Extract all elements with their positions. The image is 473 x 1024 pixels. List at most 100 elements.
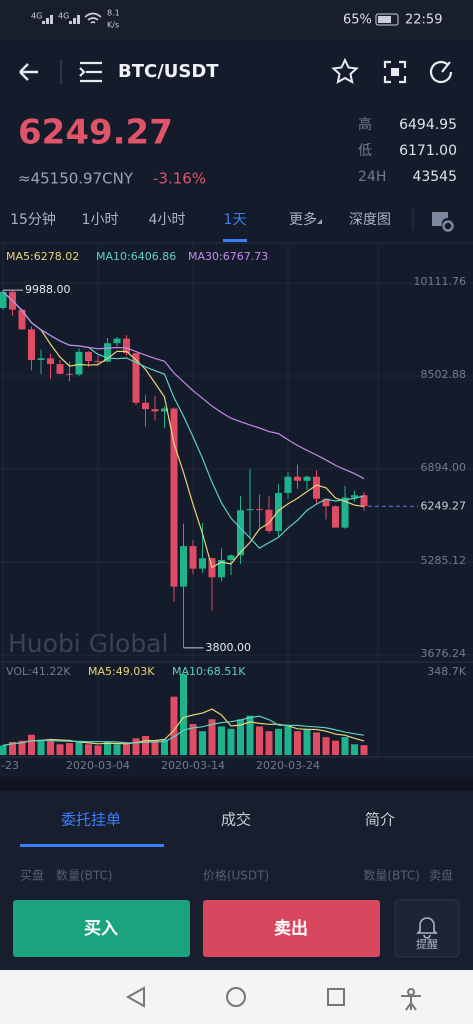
order-tab[interactable]: 成交 bbox=[221, 811, 251, 829]
candle-body bbox=[18, 309, 26, 330]
order-tab[interactable]: 委托挂单 bbox=[61, 811, 121, 829]
volume-bar bbox=[360, 745, 368, 755]
pair-title: BTC/USDT bbox=[118, 61, 219, 82]
candle-body bbox=[161, 408, 168, 412]
book-header: 卖盘 bbox=[429, 868, 453, 883]
ma-legend: MA30:6767.73 bbox=[188, 250, 268, 263]
settings-gear bbox=[442, 220, 454, 232]
order-tab[interactable]: 简介 bbox=[365, 811, 395, 829]
ma-legend: MA10:6406.86 bbox=[96, 250, 176, 263]
volume-bar bbox=[275, 728, 282, 755]
speed: 8.1 bbox=[107, 9, 120, 18]
last-price-label: 6249.27 bbox=[421, 499, 467, 512]
volume-ma-legend: MA10:68.51K bbox=[172, 665, 246, 678]
volume-bar bbox=[132, 738, 140, 755]
interval-tab[interactable]: 深度图 bbox=[349, 212, 391, 228]
candle-body bbox=[351, 495, 358, 498]
buy-label: 买入 bbox=[84, 919, 118, 939]
volume-bar bbox=[66, 743, 73, 755]
volume-bar bbox=[284, 726, 292, 755]
scan-dot bbox=[391, 68, 399, 76]
candle-body bbox=[47, 358, 54, 365]
interval-tab[interactable]: 1小时 bbox=[82, 212, 119, 228]
share-button[interactable] bbox=[429, 60, 453, 84]
nav-recent[interactable] bbox=[327, 988, 345, 1006]
volume-bar bbox=[256, 726, 263, 755]
volume-bar bbox=[199, 731, 206, 755]
x-tick-label: 2020-03-14 bbox=[161, 759, 225, 772]
battery-level: 65% bbox=[343, 13, 372, 28]
volume-bar bbox=[303, 728, 311, 755]
volume-bar bbox=[28, 734, 35, 755]
change-percent: -3.16% bbox=[153, 170, 206, 188]
volume-bar bbox=[56, 744, 64, 755]
ma-legend: MA5:6278.02 bbox=[6, 250, 79, 263]
volume-bar bbox=[351, 744, 358, 755]
back-button[interactable] bbox=[19, 63, 38, 81]
menu-button[interactable] bbox=[79, 61, 102, 83]
volume-bar bbox=[189, 724, 197, 755]
sell-button[interactable] bbox=[203, 900, 380, 957]
book-header: 数量(BTC) bbox=[56, 868, 113, 883]
volume-bar bbox=[313, 732, 320, 755]
volume-bar bbox=[47, 740, 54, 755]
scan-button[interactable] bbox=[383, 60, 407, 84]
candle-body bbox=[275, 492, 282, 532]
volume-bar bbox=[37, 739, 45, 755]
tab-underline bbox=[223, 239, 247, 242]
alert-button[interactable] bbox=[394, 899, 460, 958]
x-tick-label: 2020-03-24 bbox=[256, 759, 320, 772]
volume-ma-line bbox=[2, 708, 365, 747]
nav-bar bbox=[0, 970, 473, 1024]
interval-tab[interactable]: 1天 bbox=[224, 212, 247, 228]
y-tick-label: 8502.88 bbox=[421, 368, 467, 381]
candle-body bbox=[132, 353, 140, 403]
volume-ma-line bbox=[2, 715, 365, 747]
section-gap bbox=[0, 777, 473, 791]
volume-bar bbox=[341, 737, 349, 755]
volume-bar bbox=[18, 740, 26, 755]
x-tick-label: 2020-03-04 bbox=[66, 759, 130, 772]
candle-body bbox=[294, 476, 301, 481]
candle-body bbox=[227, 555, 235, 560]
nav-home[interactable] bbox=[226, 987, 246, 1007]
interval-tab[interactable]: 更多 bbox=[289, 211, 317, 228]
settings-icon[interactable] bbox=[432, 212, 448, 226]
candle-body bbox=[85, 351, 92, 362]
interval-tab[interactable]: 4小时 bbox=[149, 212, 186, 228]
candle-body bbox=[341, 497, 349, 528]
speed-unit: K/s bbox=[107, 21, 119, 30]
candle-body bbox=[0, 291, 7, 308]
watermark: Huobi Global bbox=[8, 629, 168, 658]
nav-accessibility[interactable] bbox=[401, 988, 421, 1011]
volume-bar bbox=[161, 739, 168, 755]
low-value: 6171.00 bbox=[399, 143, 457, 159]
book-header: 数量(BTC) bbox=[363, 868, 420, 883]
candle-body bbox=[123, 338, 130, 354]
candle-body bbox=[332, 506, 339, 528]
volume-title: VOL:41.22K bbox=[6, 665, 71, 678]
volume-ma-legend: MA5:49.03K bbox=[88, 665, 155, 678]
volume-bar bbox=[227, 728, 235, 755]
high-value: 6494.95 bbox=[399, 117, 457, 133]
volume-bar bbox=[332, 740, 339, 755]
candle-body bbox=[246, 509, 254, 511]
volume-bar bbox=[265, 731, 273, 755]
volume-bar bbox=[104, 741, 111, 755]
interval-tab[interactable]: 15分钟 bbox=[10, 211, 56, 228]
nav-back[interactable] bbox=[125, 986, 145, 1008]
candle-body bbox=[151, 409, 159, 412]
cny-price: ≈45150.97CNY bbox=[18, 170, 134, 188]
volume-bar bbox=[113, 744, 121, 755]
candle-body bbox=[28, 329, 35, 360]
candle-body bbox=[218, 559, 225, 578]
candle-body bbox=[303, 476, 311, 481]
candle-body bbox=[237, 510, 244, 556]
candle-body bbox=[322, 498, 330, 507]
candle-body bbox=[113, 338, 121, 344]
volume-bar bbox=[94, 745, 102, 755]
y-tick-label: 10111.76 bbox=[414, 275, 467, 288]
buy-button[interactable] bbox=[13, 900, 190, 957]
favorite-button[interactable] bbox=[331, 57, 359, 84]
candle-body bbox=[104, 343, 111, 362]
